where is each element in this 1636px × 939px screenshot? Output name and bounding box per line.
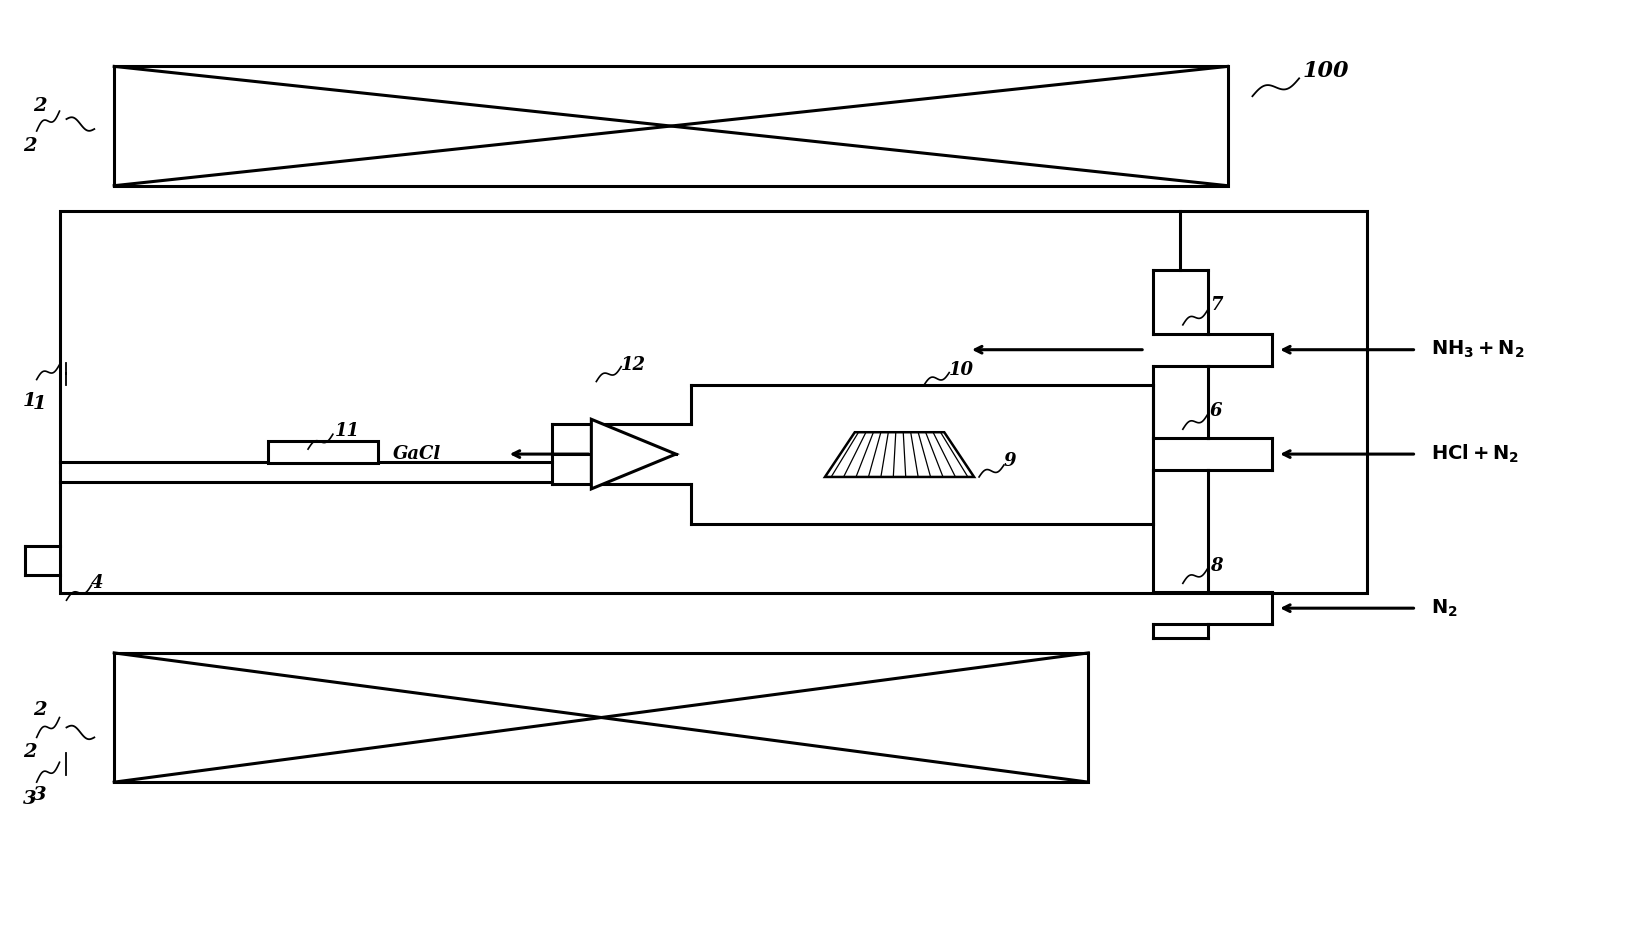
Text: 2: 2 (33, 97, 46, 115)
Text: 10: 10 (949, 361, 973, 378)
Text: 3: 3 (23, 790, 36, 808)
Text: $\mathbf{N_2}$: $\mathbf{N_2}$ (1432, 597, 1458, 619)
Text: 11: 11 (335, 423, 360, 440)
Polygon shape (825, 432, 973, 477)
Bar (115, 67, 1227, 186)
Bar (268, 441, 378, 463)
Text: 3: 3 (33, 786, 46, 804)
Text: 6: 6 (1209, 402, 1222, 421)
Text: 2: 2 (33, 700, 46, 718)
Text: $\mathbf{NH_3+N_2}$: $\mathbf{NH_3+N_2}$ (1432, 339, 1525, 361)
Text: 4: 4 (92, 575, 103, 593)
Text: 8: 8 (1209, 558, 1222, 576)
Text: $\mathbf{HCl+N_2}$: $\mathbf{HCl+N_2}$ (1432, 443, 1520, 465)
Text: 12: 12 (622, 356, 646, 374)
Bar (59, 210, 1366, 593)
Text: 2: 2 (23, 744, 36, 762)
Text: 1: 1 (23, 393, 36, 410)
Text: 7: 7 (1209, 296, 1222, 314)
Text: 100: 100 (1302, 60, 1348, 83)
Bar (115, 653, 1088, 782)
Text: 1: 1 (33, 395, 46, 413)
Text: 2: 2 (23, 137, 36, 155)
Text: GaCl: GaCl (393, 445, 440, 463)
Text: 9: 9 (1005, 452, 1016, 470)
Polygon shape (591, 420, 676, 489)
